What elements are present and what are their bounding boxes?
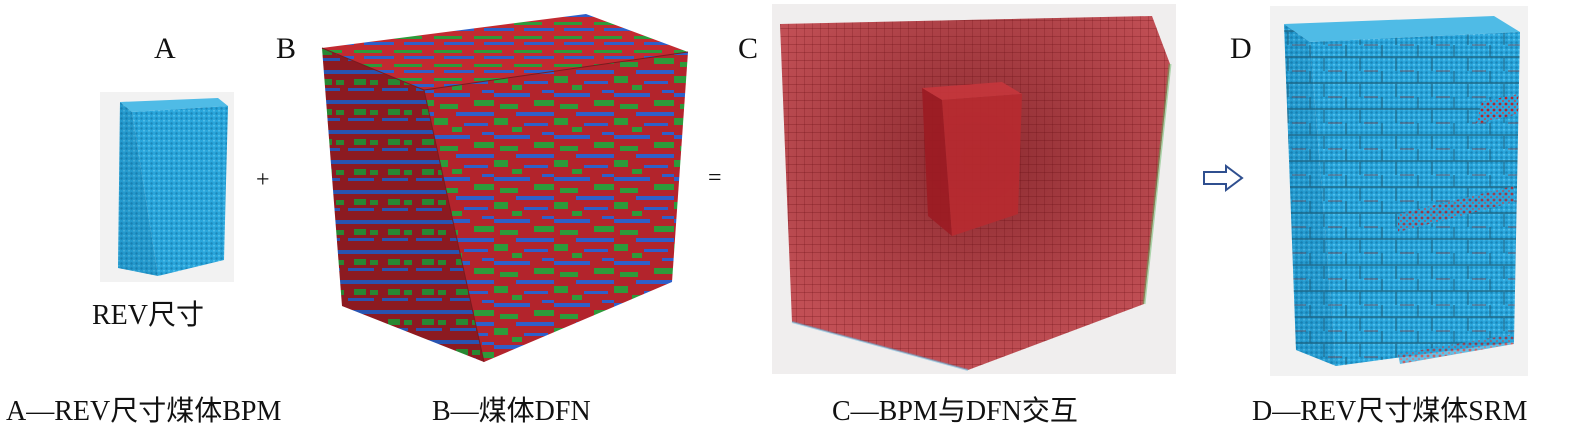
plus-operator: + bbox=[256, 167, 270, 193]
caption-c: C—BPM与DFN交互 bbox=[832, 396, 1078, 427]
rev-size-label: REV尺寸 bbox=[92, 300, 205, 331]
caption-d: D—REV尺寸煤体SRM bbox=[1252, 396, 1528, 427]
dfn-cube bbox=[321, 14, 689, 363]
caption-a: A—REV尺寸煤体BPM bbox=[6, 396, 282, 427]
right-arrow-icon bbox=[1203, 164, 1244, 192]
bpm-particle-block bbox=[100, 92, 234, 282]
caption-b: B—煤体DFN bbox=[432, 396, 591, 427]
panel-letter-b: B bbox=[276, 32, 297, 65]
panel-letter-a: A bbox=[154, 32, 176, 65]
bpm-dfn-interaction-cube bbox=[772, 4, 1176, 374]
srm-particle-block bbox=[1270, 6, 1528, 376]
equals-operator: = bbox=[708, 165, 722, 191]
panel-letter-d: D bbox=[1230, 32, 1252, 65]
panel-letter-c: C bbox=[738, 32, 759, 65]
